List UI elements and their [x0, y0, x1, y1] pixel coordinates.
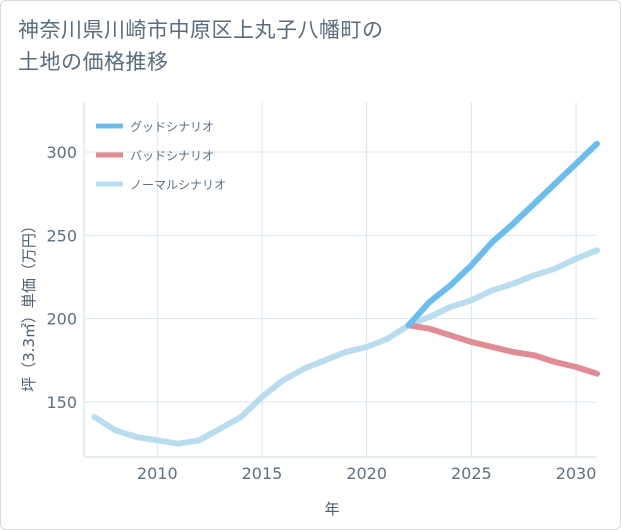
legend-label: ノーマルシナリオ [130, 178, 226, 192]
x-tick-label: 2025 [451, 464, 492, 483]
y-tick-label: 250 [46, 226, 77, 245]
legend-label: グッドシナリオ [130, 120, 214, 134]
series-line-2 [405, 322, 600, 377]
chart-title-line-1: 神奈川県川崎市中原区上丸子八幡町の [18, 18, 384, 42]
series-lines [91, 140, 600, 447]
y-tick-label: 200 [46, 310, 77, 329]
x-tick-label: 2010 [137, 464, 178, 483]
axis-ticks: 2010 2015 2020 2025 2030 150 200 250 300 [46, 143, 596, 483]
x-tick-label: 2030 [556, 464, 597, 483]
series-line-3 [91, 247, 600, 447]
y-axis-label: 坪（3.3㎡）単価（万円） [20, 218, 38, 392]
x-axis-label: 年 [324, 500, 339, 518]
chart-title-line-2: 土地の価格推移 [18, 50, 169, 74]
chart-title: 神奈川県川崎市中原区上丸子八幡町の 土地の価格推移 [18, 14, 384, 78]
x-tick-label: 2020 [346, 464, 387, 483]
x-tick-label: 2015 [242, 464, 283, 483]
y-tick-label: 150 [46, 393, 77, 412]
legend-label: バッドシナリオ [130, 149, 214, 163]
series-line-1 [405, 140, 600, 329]
y-tick-label: 300 [46, 143, 77, 162]
